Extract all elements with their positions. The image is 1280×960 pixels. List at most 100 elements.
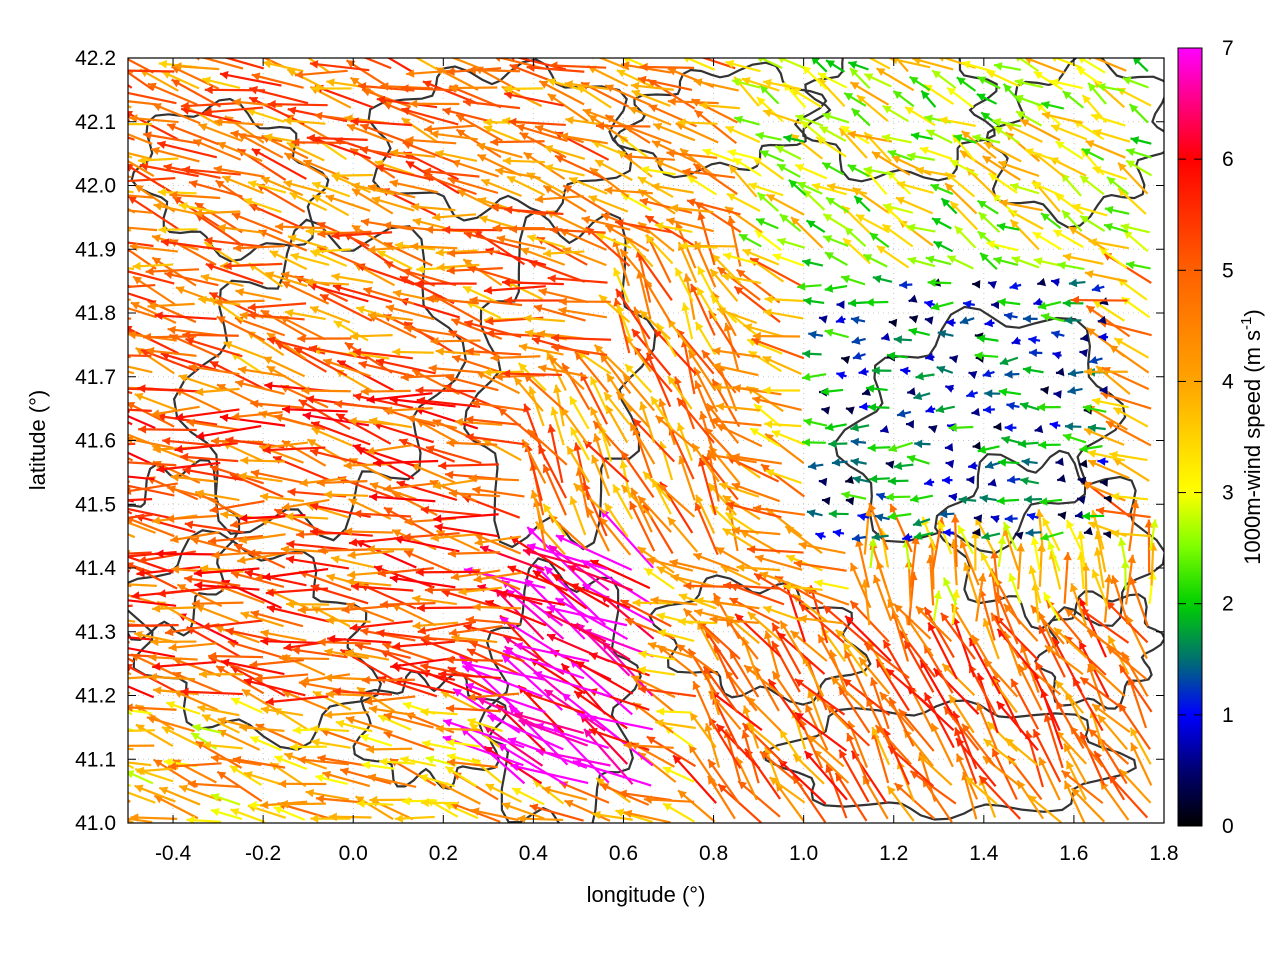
wind-arrow-head (972, 280, 981, 289)
wind-arrow (1004, 370, 1020, 379)
wind-arrow-shaft (476, 697, 545, 731)
wind-arrow-head (777, 632, 787, 641)
wind-arrow (383, 712, 434, 729)
wind-arrow-shaft (510, 764, 589, 785)
wind-arrow (977, 230, 1000, 250)
wind-arrow-head (631, 675, 641, 684)
wind-arrow (561, 362, 591, 411)
wind-arrow-head (1068, 278, 1078, 288)
wind-arrow-shaft (249, 658, 305, 667)
wind-arrow-shaft (888, 696, 915, 747)
wind-arrow-head (446, 738, 455, 747)
wind-arrow-shaft (1044, 713, 1064, 769)
wind-arrow-head (1064, 743, 1072, 753)
wind-arrow-head (1006, 401, 1015, 411)
wind-arrow-head (273, 806, 283, 815)
wind-arrow (344, 648, 390, 661)
wind-arrow-shaft (152, 660, 217, 669)
wind-arrow (983, 738, 1018, 766)
wind-arrow-head (742, 705, 751, 715)
wind-arrow-shaft (464, 683, 546, 714)
wind-arrow (339, 767, 392, 785)
wind-arrow-shaft (1093, 750, 1126, 801)
wind-arrow-shaft (128, 685, 155, 699)
wind-arrow-head (683, 273, 692, 283)
wind-arrow (272, 455, 331, 482)
wind-arrow-head (864, 643, 874, 652)
wind-arrow (1113, 337, 1150, 359)
wind-arrow-shaft (446, 707, 502, 713)
wind-arrow (324, 647, 369, 660)
wind-arrow-head (153, 759, 163, 768)
wind-arrow (128, 770, 154, 785)
wind-arrow (996, 628, 1040, 680)
wind-arrow-head (805, 704, 814, 713)
wind-arrow (928, 539, 937, 590)
wind-arrow-head (555, 598, 565, 606)
wind-arrow (1088, 238, 1129, 250)
wind-arrow-shaft (383, 731, 435, 751)
wind-arrow-head (280, 799, 288, 809)
wind-arrow-shaft (624, 618, 675, 640)
wind-arrow-shaft (778, 759, 827, 805)
wind-arrow-head (931, 723, 940, 733)
wind-arrow (794, 678, 846, 716)
wind-arrow-shaft (692, 680, 716, 730)
wind-arrow-head (390, 661, 399, 671)
wind-arrow-shaft (208, 656, 263, 678)
wind-arrow (128, 270, 175, 285)
wind-arrow (186, 815, 222, 823)
wind-arrow-shaft (1060, 769, 1104, 805)
wind-arrow-shaft (1127, 676, 1148, 729)
wind-arrow (867, 443, 891, 453)
wind-arrow-shaft (682, 607, 720, 645)
wind-arrow (286, 540, 348, 551)
wind-arrow (129, 242, 179, 253)
wind-arrow-head (1004, 514, 1013, 523)
wind-arrow (184, 574, 241, 587)
wind-arrow-shaft (955, 737, 997, 787)
wind-arrow (128, 355, 132, 359)
wind-arrow-head (547, 424, 556, 433)
wind-arrow (932, 590, 942, 622)
wind-arrow-head (949, 694, 958, 704)
wind-arrow-shaft (128, 604, 133, 608)
wind-arrow (1056, 474, 1066, 483)
wind-arrow-head (477, 697, 487, 706)
wind-arrow-head (887, 786, 896, 795)
wind-arrow (646, 735, 697, 768)
wind-arrow (151, 234, 199, 251)
wind-arrow (467, 717, 503, 733)
wind-arrow (776, 237, 806, 249)
wind-arrow-head (242, 689, 251, 698)
wind-arrow-shaft (794, 711, 848, 752)
wind-arrow-head (186, 815, 195, 823)
wind-arrow (1091, 703, 1131, 733)
wind-arrow (623, 809, 671, 823)
wind-arrow-head (716, 724, 726, 733)
wind-arrow-head (965, 776, 975, 786)
wind-arrow (312, 690, 352, 711)
wind-arrow-head (881, 332, 890, 341)
wind-arrow (844, 615, 892, 662)
wind-arrow (801, 372, 827, 382)
wind-arrow-shaft (1010, 678, 1040, 730)
wind-arrow-head (73, 644, 81, 653)
wind-arrow-head (1011, 678, 1019, 688)
wind-arrow-head (283, 642, 292, 652)
wind-arrow (802, 655, 825, 697)
wind-arrow (887, 511, 912, 521)
wind-arrow (210, 793, 241, 806)
wind-arrow (879, 425, 889, 434)
wind-arrow-head (584, 729, 593, 738)
wind-arrow (968, 461, 978, 470)
wind-arrow-head (376, 629, 385, 638)
wind-arrow-shaft (724, 669, 758, 712)
wind-arrow-head (486, 329, 495, 338)
wind-arrow-shaft (904, 615, 934, 657)
wind-arrow-shaft (885, 667, 935, 712)
wind-arrow-shaft (447, 760, 498, 769)
wind-arrow (237, 552, 285, 565)
wind-arrow (637, 546, 675, 574)
wind-arrow (798, 541, 846, 555)
